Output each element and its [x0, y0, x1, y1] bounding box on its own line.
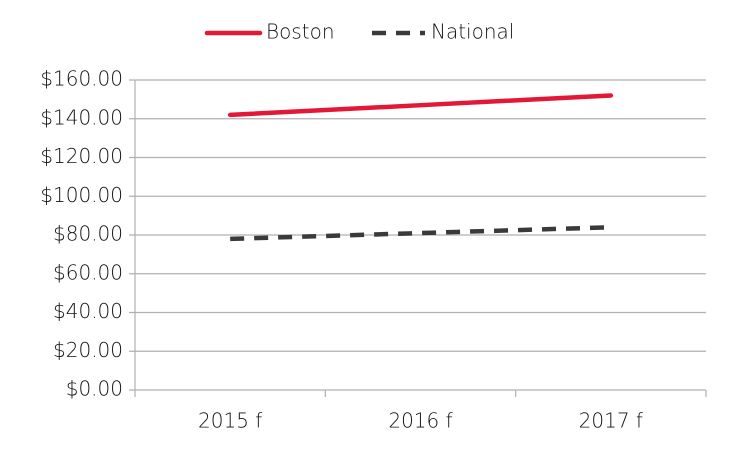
- series-line: [230, 225, 611, 242]
- legend-label: Boston: [266, 20, 335, 44]
- y-tick-label: $40.00: [53, 299, 123, 323]
- y-tick-label: $80.00: [53, 222, 123, 246]
- x-tick-label: 2017 f: [579, 409, 643, 433]
- y-tick-label: $20.00: [53, 338, 123, 362]
- legend-label: National: [431, 20, 514, 44]
- series-line: [227, 93, 614, 118]
- y-tick-label: $60.00: [53, 260, 123, 284]
- y-tick-label: $120.00: [40, 144, 123, 168]
- x-tick-label: 2015 f: [198, 409, 262, 433]
- y-tick-label: $160.00: [40, 67, 123, 91]
- y-tick-label: $100.00: [40, 183, 123, 207]
- x-tick-label: 2016 f: [388, 409, 452, 433]
- y-tick-label: $0.00: [66, 377, 123, 401]
- y-tick-label: $140.00: [40, 105, 123, 129]
